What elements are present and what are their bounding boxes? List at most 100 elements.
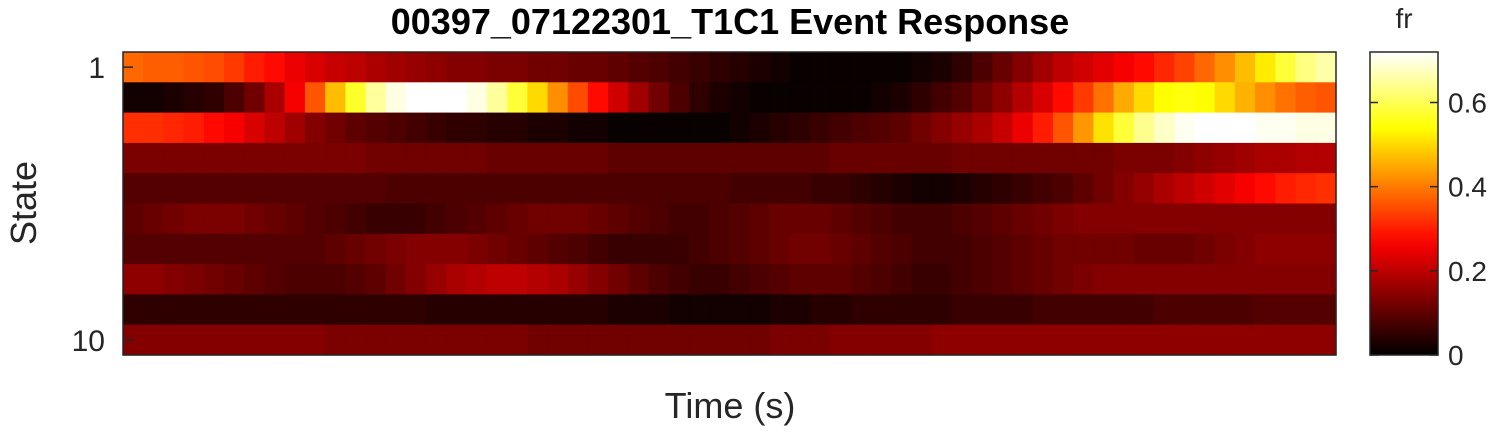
heatmap-cell xyxy=(608,203,630,235)
heatmap-cell xyxy=(689,82,710,114)
heatmap-cell xyxy=(931,264,953,295)
heatmap-cell xyxy=(1194,82,1216,114)
heatmap-cell xyxy=(163,52,185,83)
heatmap-cell xyxy=(527,82,549,114)
heatmap-cell xyxy=(992,203,1014,235)
heatmap-cell xyxy=(648,324,670,356)
heatmap-cell xyxy=(385,233,407,265)
heatmap-cell xyxy=(1012,203,1034,235)
heatmap-cell xyxy=(203,233,225,265)
heatmap-cell xyxy=(830,82,852,114)
heatmap-cell xyxy=(304,52,326,83)
heatmap-cell xyxy=(1133,203,1155,235)
heatmap-cell xyxy=(385,112,407,144)
heatmap-cell xyxy=(830,324,852,356)
heatmap-cell xyxy=(1194,112,1216,144)
heatmap-cell xyxy=(951,294,973,326)
heatmap-cell xyxy=(587,324,609,356)
heatmap-cell xyxy=(547,324,569,356)
heatmap-cell xyxy=(446,142,468,174)
heatmap-cell xyxy=(406,294,427,326)
heatmap-cell xyxy=(749,324,771,356)
heatmap-cell xyxy=(1174,82,1196,114)
heatmap-cell xyxy=(163,294,185,326)
heatmap-cell xyxy=(486,264,508,295)
heatmap-cell xyxy=(1012,294,1034,326)
heatmap-cell xyxy=(790,233,811,265)
heatmap-cell xyxy=(163,173,185,205)
heatmap-cell xyxy=(385,52,407,83)
heatmap-cell xyxy=(304,324,326,356)
heatmap-cell xyxy=(1012,264,1034,295)
heatmap-cell xyxy=(325,264,346,295)
heatmap-cell xyxy=(567,233,589,265)
heatmap-cell xyxy=(668,264,690,295)
heatmap-cell xyxy=(446,324,468,356)
heatmap-cell xyxy=(507,82,528,114)
heatmap-cell xyxy=(365,233,387,265)
heatmap-cell xyxy=(810,203,832,235)
heatmap-cell xyxy=(1275,52,1297,83)
heatmap-cell xyxy=(871,112,892,144)
heatmap-cell xyxy=(951,233,973,265)
heatmap-cell xyxy=(446,294,468,326)
heatmap-cell xyxy=(264,264,286,295)
heatmap-cell xyxy=(325,82,346,114)
heatmap-cell xyxy=(850,142,872,174)
heatmap-cell xyxy=(183,112,205,144)
heatmap-cell xyxy=(1073,203,1094,235)
heatmap-cell xyxy=(507,173,528,205)
heatmap-cell xyxy=(972,173,993,205)
heatmap-cell xyxy=(689,173,710,205)
heatmap-cell xyxy=(972,264,993,295)
heatmap-cell xyxy=(749,294,771,326)
heatmap-cell xyxy=(123,52,144,83)
heatmap-cell xyxy=(1234,233,1256,265)
heatmap-cell xyxy=(668,173,690,205)
heatmap-cell xyxy=(891,52,913,83)
heatmap-cell xyxy=(871,294,892,326)
heatmap-cell xyxy=(446,233,468,265)
heatmap-cell xyxy=(567,112,589,144)
heatmap-cell xyxy=(1214,52,1236,83)
heatmap-cell xyxy=(325,233,346,265)
heatmap-cell xyxy=(608,52,630,83)
heatmap-cell xyxy=(446,264,468,295)
heatmap-cell xyxy=(1052,294,1074,326)
heatmap-cell xyxy=(567,264,589,295)
heatmap-cell xyxy=(183,52,205,83)
heatmap-cell xyxy=(284,52,306,83)
heatmap-cell xyxy=(810,173,832,205)
heatmap-cell xyxy=(668,142,690,174)
heatmap-cell xyxy=(1073,52,1094,83)
heatmap-cell xyxy=(769,142,791,174)
heatmap-cell xyxy=(1214,294,1236,326)
heatmap-cell xyxy=(871,142,892,174)
heatmap-cell xyxy=(203,52,225,83)
heatmap-cell xyxy=(1113,142,1135,174)
heatmap-cell xyxy=(911,112,933,144)
heatmap-cell xyxy=(850,324,872,356)
heatmap-cell xyxy=(1052,82,1074,114)
heatmap-cell xyxy=(648,82,670,114)
heatmap-cell xyxy=(143,324,165,356)
heatmap-cell xyxy=(729,294,751,326)
heatmap-cell xyxy=(608,233,630,265)
heatmap-cell xyxy=(709,324,731,356)
heatmap-cell xyxy=(365,82,387,114)
heatmap-cell xyxy=(1315,142,1337,174)
heatmap-cell xyxy=(931,142,953,174)
colorbar-tick-label: 0 xyxy=(1448,340,1464,371)
heatmap-cell xyxy=(527,112,549,144)
heatmap-cell xyxy=(264,52,286,83)
heatmap-cell xyxy=(224,264,245,295)
heatmap-cell xyxy=(648,52,670,83)
heatmap-cell xyxy=(385,142,407,174)
heatmap-cell xyxy=(628,294,650,326)
y-tick-label: 1 xyxy=(88,52,105,85)
heatmap-cell xyxy=(486,82,508,114)
heatmap-cell xyxy=(1174,203,1196,235)
heatmap-cell xyxy=(466,52,488,83)
heatmap-cell xyxy=(426,112,448,144)
heatmap-cell xyxy=(1154,294,1175,326)
